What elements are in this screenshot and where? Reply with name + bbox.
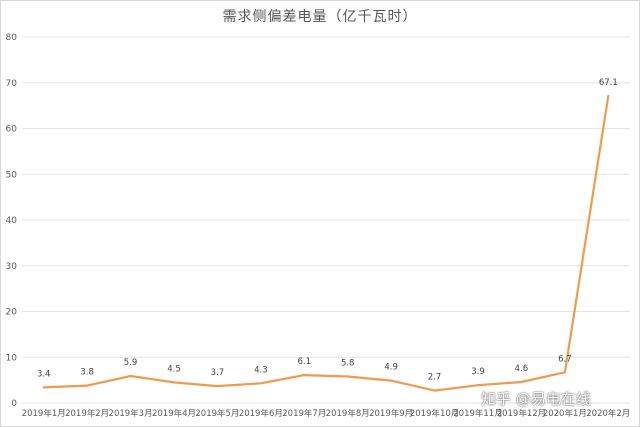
x-tick-label: 2019年6月: [239, 408, 283, 419]
x-tick-label: 2019年10月: [410, 408, 459, 419]
data-label: 4.5: [167, 364, 181, 374]
data-label: 3.9: [471, 367, 485, 377]
x-tick-label: 2019年3月: [109, 408, 153, 419]
chart-title: 需求侧偏差电量（亿千瓦时）: [222, 9, 418, 25]
gridlines: [22, 36, 630, 404]
x-tick-label: 2019年4月: [152, 408, 196, 419]
x-tick-label: 2020年2月: [586, 408, 630, 419]
data-label: 5.8: [341, 358, 355, 368]
x-tick-label: 2019年5月: [195, 408, 239, 419]
x-tick-label: 2019年11月: [453, 408, 502, 419]
y-tick-label: 0: [11, 399, 17, 409]
y-axis-ticks: 0 10 20 30 40 50 60 70 80: [6, 33, 18, 409]
y-tick-label: 40: [6, 216, 18, 226]
data-label: 67.1: [599, 78, 618, 88]
data-label: 5.9: [124, 358, 138, 368]
data-label: 3.8: [80, 368, 94, 378]
x-tick-label: 2020年1月: [543, 408, 587, 419]
data-labels: 3.4 3.8 5.9 4.5 3.7 4.3 6.1 5.8 4.9 2.7 3.9 4.6 6.7 6…: [37, 78, 618, 383]
y-tick-label: 80: [6, 33, 18, 43]
y-tick-label: 60: [6, 125, 18, 135]
x-tick-label: 2019年12月: [497, 408, 546, 419]
data-label: 3.7: [211, 368, 225, 378]
data-label: 4.9: [384, 363, 398, 373]
x-axis-ticks: 2019年1月 2019年2月 2019年3月 2019年4月 2019年5月 2019年…: [22, 408, 631, 419]
x-tick-label: 2019年2月: [65, 408, 109, 419]
y-tick-label: 70: [6, 79, 18, 89]
data-label: 3.4: [37, 369, 51, 379]
x-tick-label: 2019年8月: [326, 408, 370, 419]
data-label: 4.3: [254, 365, 268, 375]
x-tick-label: 2019年1月: [22, 408, 66, 419]
data-label: 6.7: [558, 354, 572, 364]
y-tick-label: 10: [6, 353, 18, 363]
y-tick-label: 20: [6, 308, 18, 318]
data-label: 4.6: [515, 364, 529, 374]
y-tick-label: 30: [6, 262, 18, 272]
x-tick-label: 2019年7月: [282, 408, 326, 419]
y-tick-label: 50: [6, 170, 18, 180]
x-tick-label: 2019年9月: [369, 408, 413, 419]
series-line: [42, 94, 610, 392]
watermark: 知乎 @易电在线: [481, 390, 591, 408]
data-label: 6.1: [298, 357, 312, 367]
data-label: 2.7: [428, 373, 442, 383]
